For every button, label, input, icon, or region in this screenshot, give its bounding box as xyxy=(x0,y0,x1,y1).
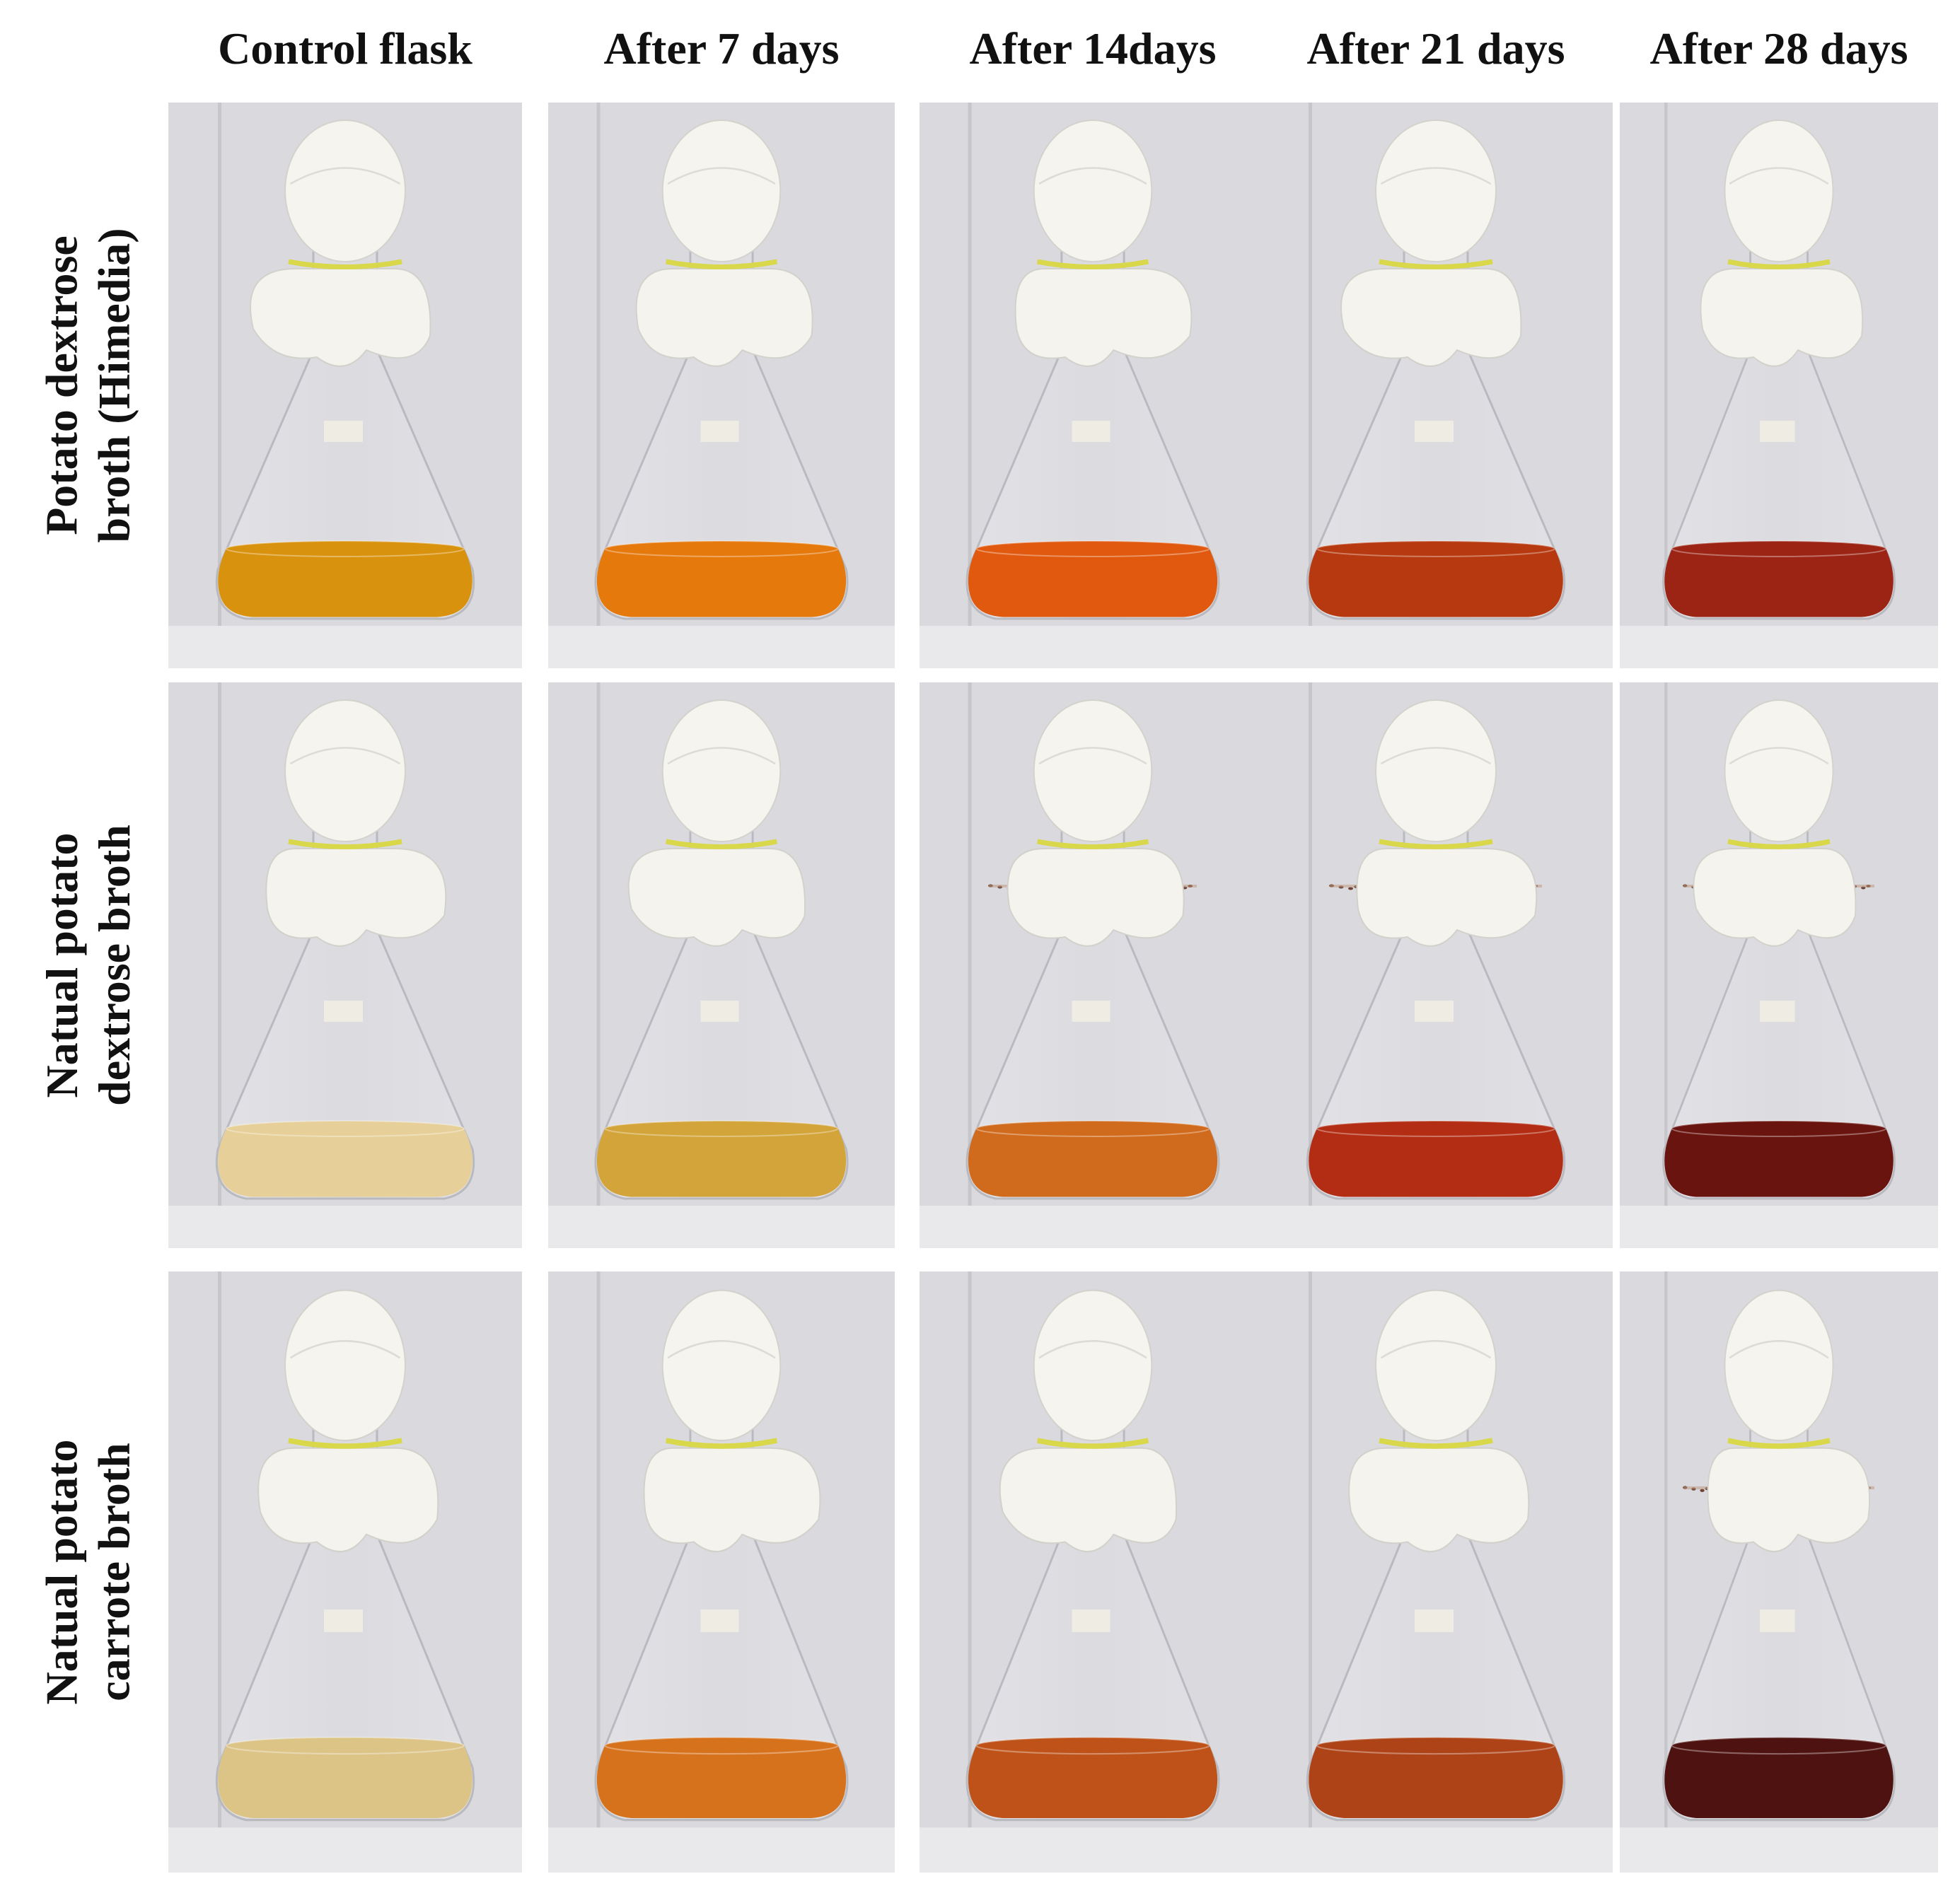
flask-photo-r1-c2 xyxy=(548,103,895,668)
column-header-control: Control flask xyxy=(218,23,472,74)
row-label-natural-pdb: Natual potato dextrose broth xyxy=(37,825,139,1106)
row-label-himedia-pdb: Potato dextrose broth (Himedia) xyxy=(37,228,139,543)
flask-photo-r2-c5 xyxy=(1620,682,1938,1248)
flask-photo-r2-c1 xyxy=(168,682,522,1248)
flask-photo-r2-c4 xyxy=(1259,682,1613,1248)
flask-photo-r1-c5 xyxy=(1620,103,1938,668)
flask-photo-r3-c5 xyxy=(1620,1271,1938,1873)
flask-photo-r2-c3 xyxy=(920,682,1266,1248)
column-header-21-days: After 21 days xyxy=(1306,23,1565,74)
flask-photo-r3-c3 xyxy=(920,1271,1266,1873)
column-header-14-days: After 14days xyxy=(969,23,1217,74)
flask-photo-r1-c1 xyxy=(168,103,522,668)
flask-photo-r1-c3 xyxy=(920,103,1266,668)
row-label-potato-carrot-broth: Natual potato carrote broth xyxy=(37,1439,139,1705)
flask-photo-r3-c1 xyxy=(168,1271,522,1873)
flask-photo-r3-c4 xyxy=(1259,1271,1613,1873)
flask-photo-r1-c4 xyxy=(1259,103,1613,668)
flask-photo-r3-c2 xyxy=(548,1271,895,1873)
column-header-28-days: After 28 days xyxy=(1649,23,1908,74)
flask-photo-r2-c2 xyxy=(548,682,895,1248)
column-header-7-days: After 7 days xyxy=(603,23,840,74)
